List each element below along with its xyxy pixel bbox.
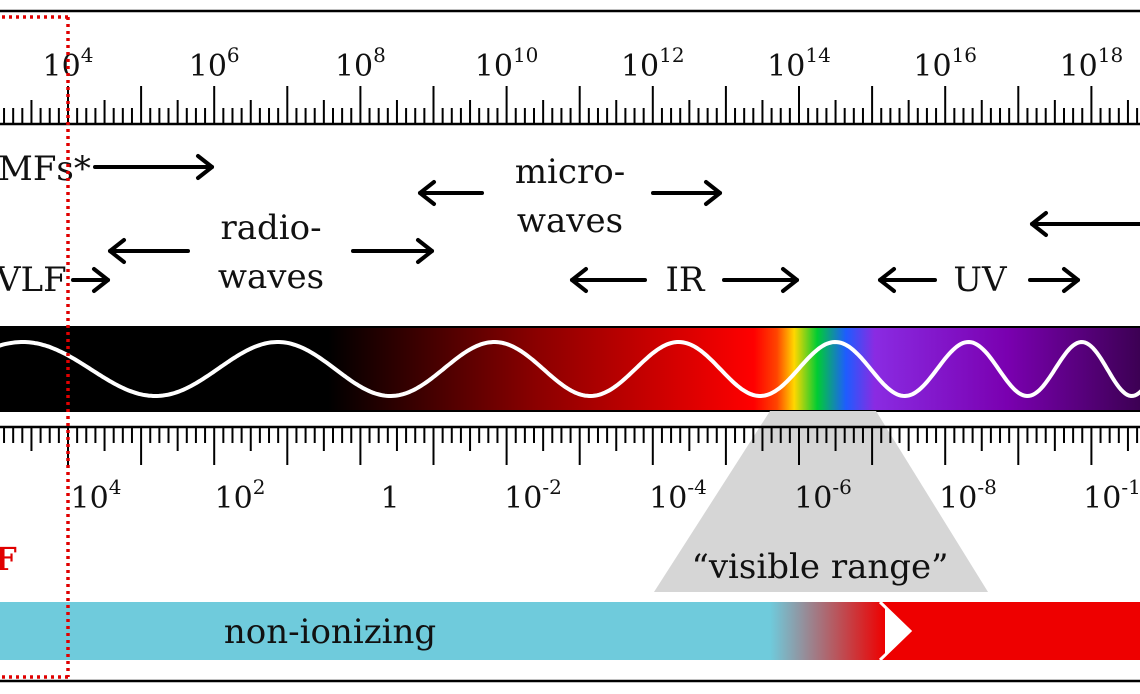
elf-label: F (0, 540, 17, 578)
wavelength-tick-label: 10-1 (1083, 475, 1140, 516)
spectrum-gradient (0, 326, 1140, 412)
spectrum-band (0, 326, 1140, 412)
radiowaves-label-line1: radio- (220, 208, 321, 248)
frequency-minor-ticks (3, 86, 1139, 124)
ionizing-bar: non-ionizing (0, 600, 1140, 662)
visible-range-trapezoid (654, 411, 988, 592)
wavelength-tick-label: 10-6 (794, 475, 852, 516)
wavelength-axis: 104 102 1 10-2 10-4 10-6 10-8 10-1 (0, 425, 1140, 516)
frequency-tick-label: 1018 (1060, 43, 1124, 84)
wavelength-tick-labels: 104 102 1 10-2 10-4 10-6 10-8 10-1 (71, 475, 1140, 516)
uv-left-arrow (878, 267, 937, 293)
microwaves-label-line2: waves (517, 201, 623, 241)
wavelength-tick-label: 10-8 (939, 475, 997, 516)
non-ionizing-segment (0, 602, 775, 660)
ionizing-chevron (878, 600, 913, 662)
uv-label: UV (953, 260, 1008, 300)
vlf-label: VLF (0, 260, 67, 300)
emf-label: MFs* (0, 149, 91, 189)
xray-left-arrow (1030, 211, 1140, 237)
frequency-tick-label: 1016 (913, 43, 977, 84)
frequency-tick-labels: 104 106 108 1010 1012 1014 1016 1018 (43, 43, 1124, 84)
ionizing-segment (882, 602, 1140, 660)
transition-segment (770, 602, 885, 660)
frequency-tick-label: 1012 (621, 43, 685, 84)
radiowaves-left-arrow (108, 238, 190, 264)
ir-left-arrow (570, 267, 647, 293)
frequency-tick-label: 104 (43, 43, 94, 84)
wavelength-tick-label: 10-4 (649, 475, 707, 516)
wavelength-minor-ticks (3, 427, 1139, 465)
radiowaves-label-line2: waves (218, 257, 324, 297)
elf-region-box: F (0, 15, 70, 679)
wave-curve (0, 339, 1140, 399)
wavelength-tick-label: 102 (215, 475, 266, 516)
emf-arrow (93, 154, 214, 180)
wavelength-tick-label: 104 (71, 475, 122, 516)
wavelength-tick-label: 10-2 (504, 475, 562, 516)
frequency-tick-label: 1010 (475, 43, 539, 84)
frequency-axis: 104 106 108 1010 1012 1014 1016 1018 (0, 43, 1140, 126)
vlf-arrow (71, 267, 110, 293)
outer-frame (0, 9, 1140, 683)
frequency-tick-label: 108 (335, 43, 386, 84)
frequency-tick-label: 1014 (767, 43, 831, 84)
visible-range-label: “visible range” (691, 547, 948, 587)
frequency-tick-label: 106 (189, 43, 240, 84)
microwaves-left-arrow (418, 180, 484, 206)
uv-right-arrow (1028, 267, 1080, 293)
ir-label: IR (665, 260, 705, 300)
microwaves-label-line1: micro- (515, 152, 625, 192)
radiowaves-right-arrow (351, 238, 434, 264)
wavelength-tick-label: 1 (380, 481, 399, 516)
ir-right-arrow (722, 267, 799, 293)
non-ionizing-label: non-ionizing (224, 612, 436, 652)
microwaves-right-arrow (651, 180, 722, 206)
band-labels: MFs* micro- waves radio- waves VLF IR UV (0, 149, 1140, 300)
